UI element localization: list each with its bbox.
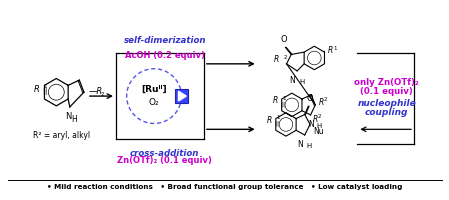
FancyBboxPatch shape: [175, 89, 188, 103]
Text: |: |: [42, 88, 45, 95]
Text: H: H: [317, 123, 322, 129]
Text: self-dimerization: self-dimerization: [123, 36, 206, 45]
Text: |: |: [280, 101, 282, 107]
Text: R: R: [273, 55, 279, 64]
Text: —R: —R: [89, 87, 103, 96]
Text: R: R: [267, 116, 272, 125]
Text: nucleophile: nucleophile: [357, 99, 416, 108]
Text: |: |: [274, 121, 276, 126]
Polygon shape: [178, 91, 186, 101]
Text: |: |: [276, 121, 278, 126]
Text: 2: 2: [318, 114, 321, 119]
Text: cross-addition: cross-addition: [130, 149, 199, 158]
Text: R: R: [273, 96, 278, 105]
Text: 1: 1: [276, 115, 280, 120]
Text: Nu: Nu: [313, 127, 324, 136]
Text: [Ruᴵᴵ]: [Ruᴵᴵ]: [141, 85, 167, 94]
Text: O: O: [307, 94, 313, 103]
Text: 1: 1: [282, 96, 286, 101]
Text: only Zn(OTf)₂: only Zn(OTf)₂: [354, 78, 419, 87]
Text: R: R: [319, 98, 325, 107]
Text: R² = aryl, alkyl: R² = aryl, alkyl: [33, 131, 90, 140]
Text: coupling: coupling: [365, 108, 409, 117]
Text: N: N: [309, 120, 314, 129]
Text: 1: 1: [44, 84, 47, 89]
Text: N: N: [297, 140, 303, 149]
Text: N: N: [66, 112, 72, 121]
Text: R: R: [328, 46, 333, 55]
Text: N: N: [290, 76, 295, 85]
Text: O: O: [280, 35, 287, 44]
Text: R: R: [34, 85, 40, 94]
Text: H: H: [307, 143, 312, 149]
Text: 1: 1: [333, 46, 336, 51]
Text: O₂: O₂: [149, 98, 159, 107]
Text: 2: 2: [101, 92, 104, 97]
Text: 2: 2: [324, 97, 328, 102]
Text: H: H: [71, 115, 76, 124]
Text: 2: 2: [284, 55, 287, 60]
Text: Zn(OTf)₂ (0.1 equiv): Zn(OTf)₂ (0.1 equiv): [117, 156, 212, 165]
Text: |: |: [44, 88, 47, 95]
Text: |: |: [282, 101, 284, 107]
Text: • Mild reaction conditions   • Broad functional group tolerance   • Low catalyst: • Mild reaction conditions • Broad funct…: [47, 184, 402, 190]
Text: R: R: [313, 115, 318, 124]
Text: (0.1 equiv): (0.1 equiv): [360, 87, 413, 96]
Text: AcOH (0.2 equiv): AcOH (0.2 equiv): [125, 51, 205, 60]
Text: H: H: [299, 79, 304, 85]
